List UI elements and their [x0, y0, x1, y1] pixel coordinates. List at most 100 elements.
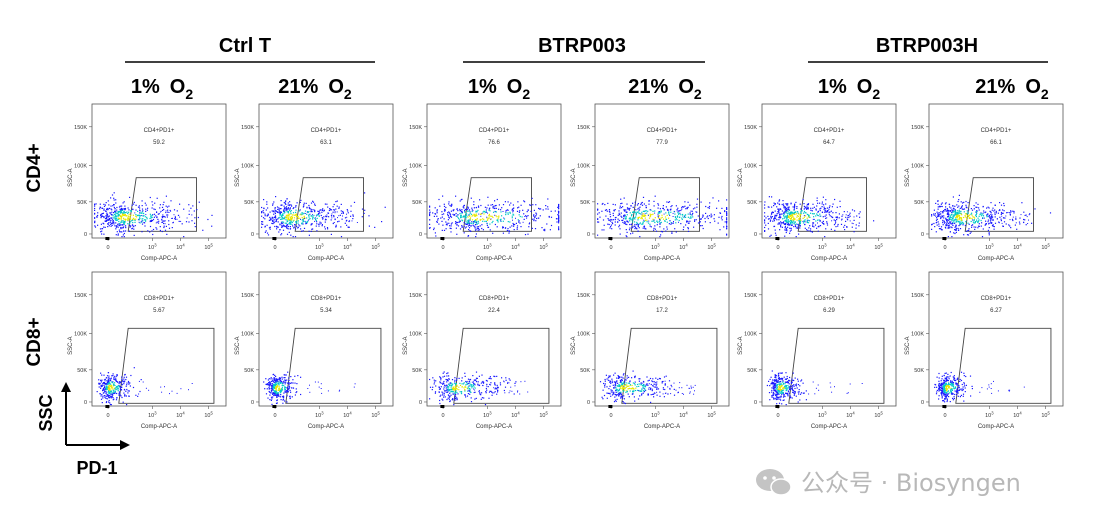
event-dot	[634, 376, 636, 379]
event-dot	[129, 224, 131, 226]
event-dot	[491, 391, 493, 393]
event-dot	[643, 210, 645, 212]
event-dot	[511, 215, 513, 217]
event-dot	[492, 206, 494, 208]
event-dot	[116, 215, 118, 217]
event-dot	[281, 396, 283, 398]
event-dot	[853, 219, 855, 221]
event-dot	[469, 393, 471, 395]
event-dot	[632, 370, 634, 372]
event-dot	[324, 219, 326, 221]
event-dot	[134, 225, 136, 227]
event-dot	[478, 390, 480, 392]
event-dot	[529, 204, 531, 206]
event-dot	[1000, 218, 1002, 220]
y-tick-label: 150K	[911, 125, 924, 131]
event-dot	[368, 225, 370, 227]
event-dot	[767, 222, 769, 224]
event-dot	[280, 221, 283, 223]
event-dot	[466, 382, 468, 384]
event-dot	[142, 220, 144, 222]
event-dot	[94, 226, 97, 228]
event-dot	[642, 386, 644, 389]
event-dot	[120, 228, 122, 230]
event-dot	[471, 207, 473, 209]
event-dot	[852, 223, 854, 225]
event-dot	[597, 218, 599, 220]
event-dot	[956, 212, 958, 214]
event-dot	[624, 379, 626, 381]
event-dot	[108, 225, 110, 227]
event-dot	[452, 393, 454, 395]
event-dot	[658, 377, 661, 380]
event-dot	[285, 381, 287, 383]
event-dot	[145, 210, 147, 212]
event-dot	[455, 388, 457, 390]
x-tick-base: 10	[511, 245, 517, 251]
event-dot	[610, 389, 612, 391]
event-dot	[618, 219, 620, 222]
event-dot	[474, 220, 476, 222]
event-dot	[326, 214, 328, 216]
event-dot	[637, 230, 639, 232]
x-tick-base: 10	[204, 245, 210, 251]
event-dot	[490, 382, 492, 384]
event-dot	[118, 214, 120, 216]
event-dot	[774, 218, 776, 220]
event-dot	[669, 220, 671, 222]
event-dot	[289, 218, 291, 221]
event-dot	[98, 383, 100, 385]
x-tick-label: 0	[777, 245, 780, 251]
event-dot	[494, 210, 496, 212]
event-dot	[109, 393, 111, 395]
x-tick-base: 10	[343, 413, 349, 419]
event-dot	[445, 387, 447, 389]
event-dot	[194, 226, 196, 228]
event-dot	[277, 389, 279, 391]
event-dot	[705, 205, 707, 208]
event-dot	[285, 225, 287, 227]
event-dot	[931, 214, 933, 216]
event-dot	[805, 215, 807, 217]
event-dot	[119, 381, 121, 383]
event-dot	[286, 217, 288, 219]
x-axis-title: Comp-APC-A	[308, 256, 344, 262]
event-dot	[299, 214, 301, 216]
event-dot	[968, 217, 970, 219]
event-dot	[129, 385, 131, 387]
event-dot	[975, 226, 977, 228]
event-dot	[120, 219, 122, 221]
event-dot	[618, 384, 620, 386]
event-dot	[651, 390, 653, 392]
event-dot	[777, 202, 779, 204]
event-dot	[492, 232, 494, 234]
event-dot	[146, 218, 148, 220]
event-dot	[659, 222, 661, 224]
event-dot	[461, 380, 463, 382]
event-dot	[804, 212, 806, 214]
event-dot	[704, 221, 706, 223]
event-dot	[614, 386, 616, 388]
event-dot	[797, 227, 799, 229]
event-dot	[109, 382, 111, 384]
event-dot	[825, 228, 827, 230]
event-dot	[707, 207, 709, 209]
event-dot	[166, 216, 168, 218]
event-dot	[275, 385, 277, 387]
event-dot	[122, 202, 124, 204]
event-dot	[787, 221, 789, 223]
event-dot	[962, 224, 964, 226]
event-dot	[1012, 210, 1014, 212]
event-dot	[308, 215, 310, 217]
event-dot	[784, 206, 786, 208]
event-dot	[987, 221, 989, 223]
event-dot	[303, 218, 305, 219]
event-dot	[124, 208, 127, 210]
x-tick-base: 10	[483, 413, 489, 419]
event-dot	[443, 375, 446, 377]
event-dot	[980, 219, 982, 222]
event-dot	[519, 222, 521, 224]
event-dot	[280, 204, 282, 206]
event-dot	[295, 206, 297, 208]
event-dot	[839, 200, 841, 202]
